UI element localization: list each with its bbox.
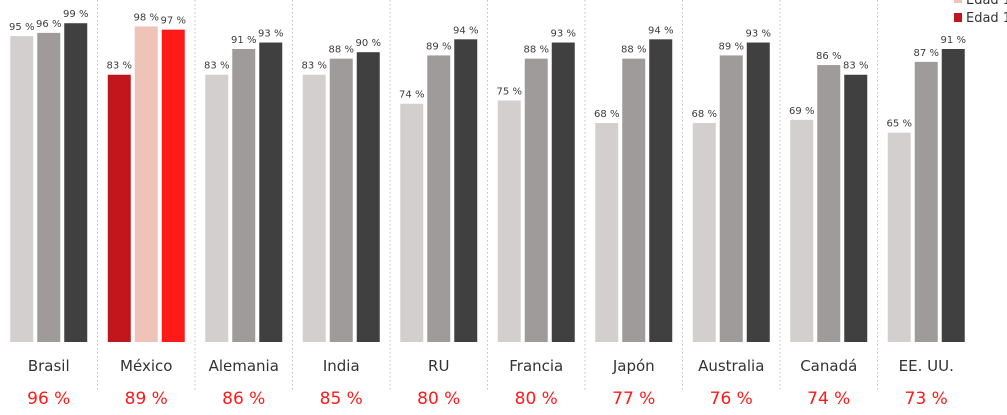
- bar-value-label: 94 %: [453, 25, 478, 36]
- bar-value-label: 68 %: [692, 109, 717, 120]
- bar-value-label: 69 %: [789, 106, 814, 117]
- bar-value-label: 89 %: [719, 41, 744, 52]
- bar: [64, 23, 88, 342]
- bar: [746, 42, 770, 342]
- bar: [302, 74, 326, 343]
- bar: [454, 39, 478, 342]
- bar: [649, 39, 673, 342]
- bar: [844, 74, 868, 343]
- bar-value-label: 93 %: [746, 29, 771, 40]
- bar-value-label: 68 %: [594, 109, 619, 120]
- bar: [37, 32, 61, 342]
- category-total-label: 76 %: [710, 389, 753, 409]
- category-label: Brasil: [28, 357, 70, 375]
- bar: [161, 29, 185, 342]
- category-label: Australia: [698, 357, 764, 375]
- bar-value-label: 75 %: [497, 87, 522, 98]
- bar: [329, 58, 353, 342]
- bar: [887, 132, 911, 342]
- bar-value-label: 86 %: [816, 51, 841, 62]
- bar: [551, 42, 575, 342]
- category-total-label: 74 %: [807, 389, 850, 409]
- category-total-label: 85 %: [320, 389, 363, 409]
- bar-value-label: 83 %: [204, 61, 229, 72]
- bar: [941, 48, 965, 342]
- bar: [622, 58, 646, 342]
- bar: [692, 123, 716, 342]
- category-label: India: [323, 357, 360, 375]
- bar-value-label: 94 %: [648, 25, 673, 36]
- bar: [427, 55, 451, 343]
- bar-value-label: 83 %: [107, 61, 132, 72]
- bar: [107, 74, 131, 343]
- bar: [259, 42, 283, 342]
- bar: [10, 36, 34, 342]
- bar-value-label: 83 %: [843, 61, 868, 72]
- bar: [356, 52, 380, 342]
- bar-value-label: 88 %: [524, 45, 549, 56]
- bar-value-label: 74 %: [399, 90, 424, 101]
- legend-swatch: [954, 13, 962, 22]
- bar: [232, 48, 256, 342]
- bar: [595, 123, 619, 342]
- legend-swatch: [954, 0, 962, 3]
- category-total-label: 80 %: [417, 389, 460, 409]
- bar: [134, 26, 158, 342]
- category-total-label: 77 %: [612, 389, 655, 409]
- category-label: Japón: [612, 357, 655, 375]
- category-total-label: 73 %: [905, 389, 948, 409]
- bar: [790, 119, 814, 342]
- bar-value-label: 90 %: [356, 38, 381, 49]
- category-label: Canadá: [800, 357, 857, 375]
- bar-value-label: 89 %: [426, 41, 451, 52]
- bar: [914, 61, 938, 343]
- bar-value-label: 87 %: [914, 48, 939, 59]
- bar-value-label: 97 %: [161, 16, 186, 27]
- bar: [719, 55, 743, 343]
- bar-value-label: 99 %: [63, 9, 88, 20]
- bar: [817, 65, 841, 342]
- bar: [497, 100, 521, 342]
- bar-value-label: 65 %: [887, 119, 912, 130]
- legend-label: Edad 15-16: [966, 0, 1007, 8]
- bar-value-label: 93 %: [551, 29, 576, 40]
- bar-value-label: 91 %: [231, 35, 256, 46]
- bar: [400, 103, 424, 342]
- bar-value-label: 95 %: [9, 22, 34, 33]
- bar-value-label: 83 %: [302, 61, 327, 72]
- category-label: México: [120, 357, 172, 375]
- category-total-label: 80 %: [515, 389, 558, 409]
- legend-label: Edad 17-18: [966, 11, 1007, 26]
- category-label: Alemania: [209, 357, 279, 375]
- bar-value-label: 93 %: [258, 29, 283, 40]
- category-label: EE. UU.: [899, 357, 954, 375]
- bar-value-label: 96 %: [36, 19, 61, 30]
- bar: [524, 58, 548, 342]
- bar-value-label: 88 %: [329, 45, 354, 56]
- bar-value-label: 98 %: [134, 12, 159, 23]
- category-total-label: 89 %: [125, 389, 168, 409]
- bar-value-label: 91 %: [941, 35, 966, 46]
- category-label: RU: [428, 357, 449, 375]
- category-total-label: 86 %: [222, 389, 265, 409]
- category-label: Francia: [509, 357, 563, 375]
- bar-value-label: 88 %: [621, 45, 646, 56]
- category-total-label: 96 %: [27, 389, 70, 409]
- bar: [205, 74, 229, 343]
